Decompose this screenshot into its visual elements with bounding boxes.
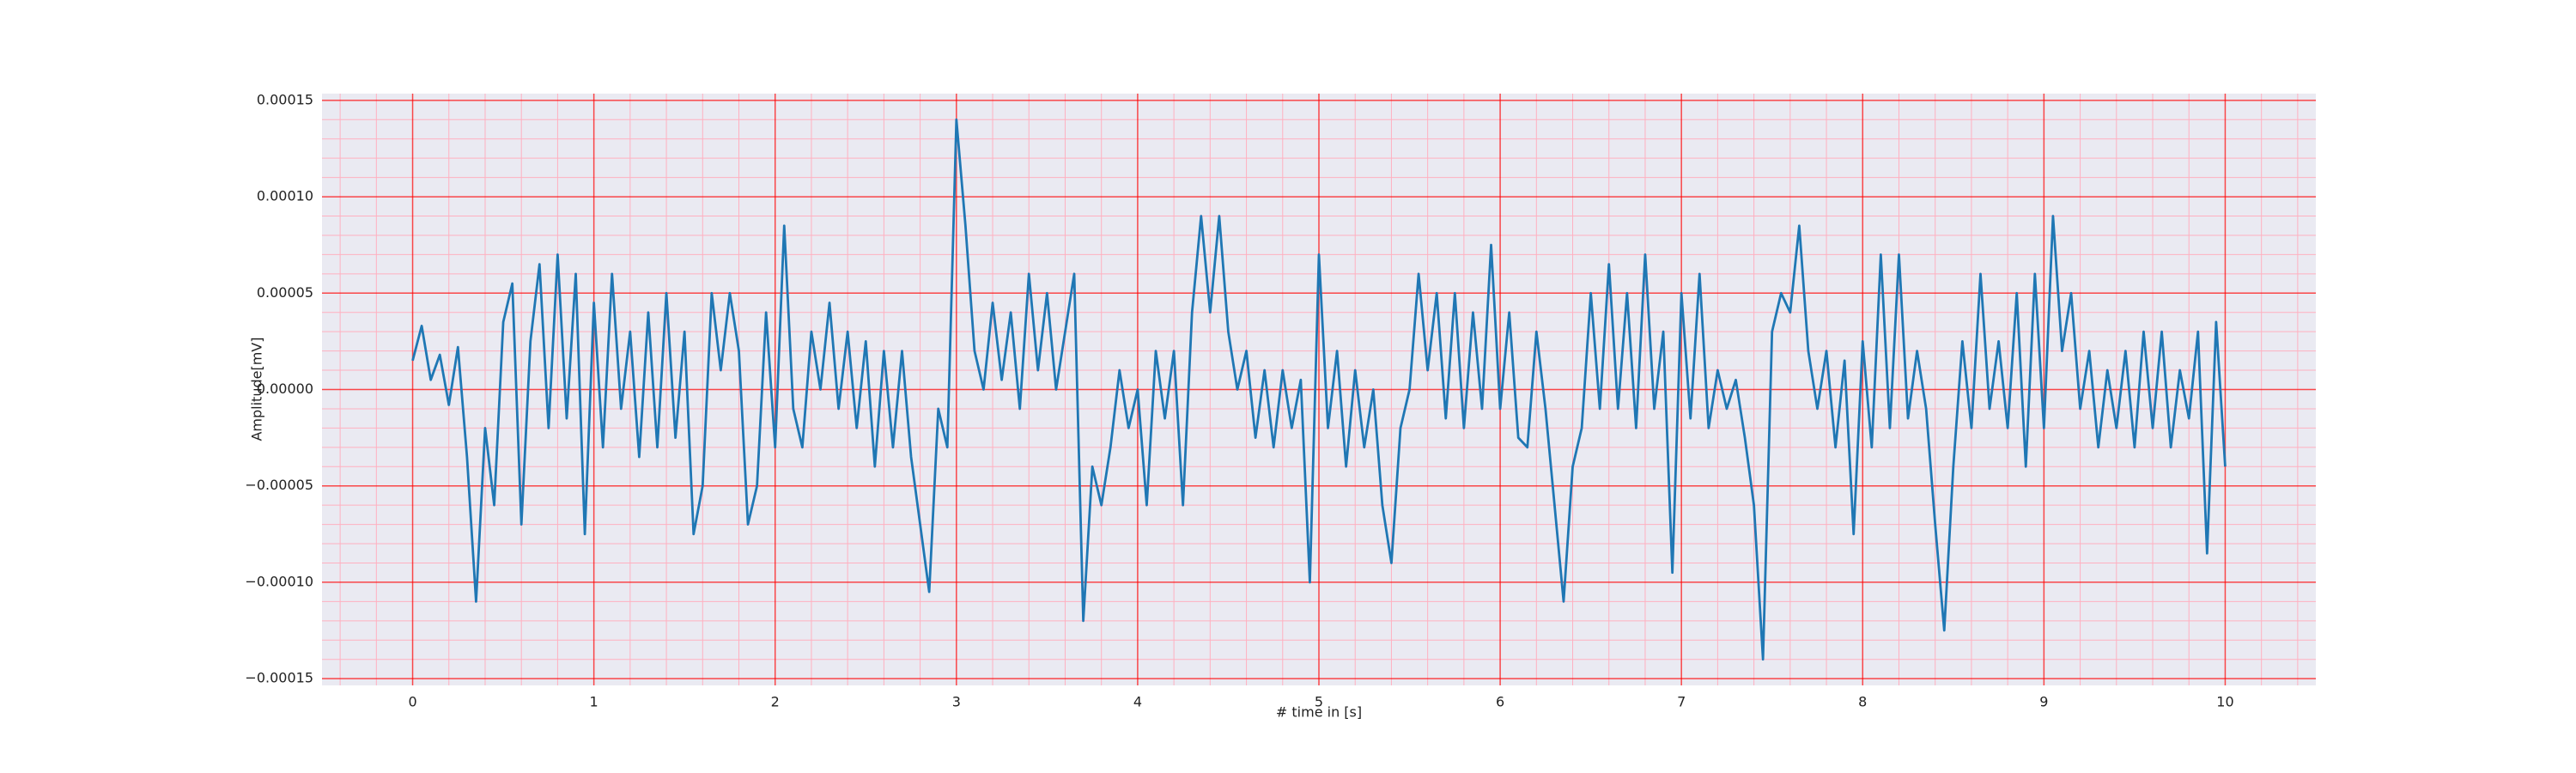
y-tick-label: −0.00015: [245, 670, 313, 686]
marks: [411, 118, 2227, 661]
y-tick-label: 0.00000: [257, 380, 313, 397]
y-tick-label: 0.00005: [257, 284, 313, 301]
series-line: [411, 118, 2227, 661]
x-axis-label: # time in [s]: [1276, 704, 1362, 721]
x-tick-label: 9: [2039, 694, 2048, 710]
y-tick-label: −0.00010: [245, 573, 313, 589]
x-tick-label: 0: [408, 694, 416, 710]
x-tick-label: 5: [1315, 694, 1323, 710]
x-tick-label: 4: [1133, 694, 1142, 710]
y-tick-label: 0.00010: [257, 188, 313, 204]
x-tick-label: 8: [1858, 694, 1867, 710]
x-tick-label: 2: [771, 694, 780, 710]
x-tick-label: 10: [2216, 694, 2233, 710]
x-tick-label: 3: [952, 694, 961, 710]
y-axis-label: Amplitude[mV]: [249, 337, 265, 441]
y-tick-label: 0.00015: [257, 91, 313, 107]
x-tick-label: 1: [590, 694, 598, 710]
x-tick-label: 7: [1677, 694, 1686, 710]
grid: [322, 94, 2316, 685]
y-tick-label: −0.00005: [245, 477, 313, 493]
x-tick-label: 6: [1496, 694, 1504, 710]
